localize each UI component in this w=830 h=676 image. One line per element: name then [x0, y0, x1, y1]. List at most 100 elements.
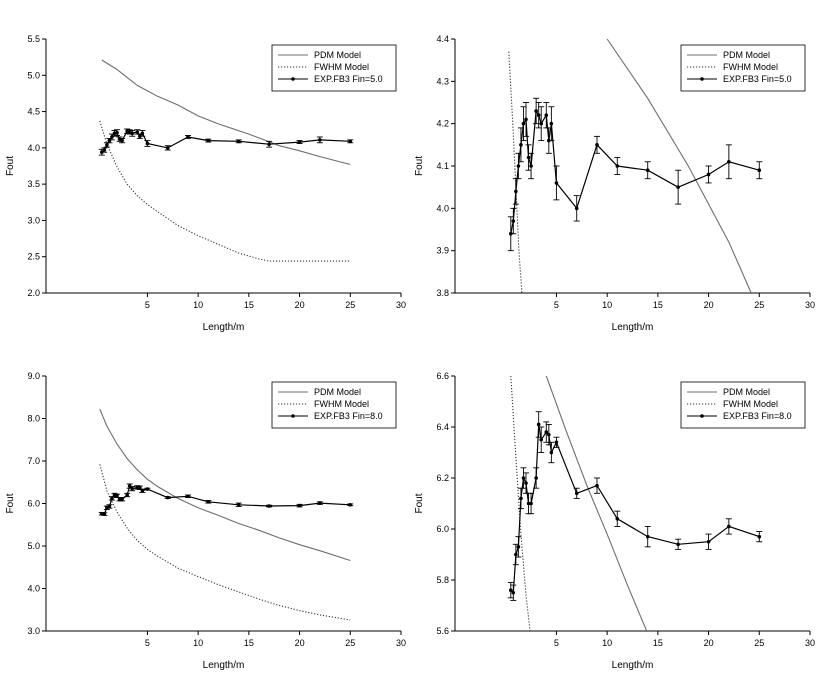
- x-tick-label: 5: [145, 638, 150, 648]
- data-point: [516, 164, 521, 168]
- series-group: [98, 408, 354, 621]
- data-point: [514, 552, 518, 557]
- x-tick-label: 5: [554, 638, 559, 648]
- legend-box: [680, 44, 806, 92]
- y-tick-label: 4.0: [27, 143, 40, 153]
- data-point: [110, 135, 114, 139]
- y-tick-label: 4.0: [27, 584, 40, 594]
- data-point: [615, 164, 620, 168]
- legend-marker: [291, 414, 295, 418]
- data-point: [529, 501, 533, 506]
- data-point: [508, 588, 513, 592]
- legend-label: PDM Model: [314, 387, 361, 397]
- data-point: [757, 168, 762, 173]
- data-point: [267, 142, 271, 147]
- data-point: [102, 512, 107, 516]
- series-line-0: [99, 408, 351, 562]
- y-tick-label: 4.2: [436, 119, 449, 129]
- data-point: [547, 432, 551, 437]
- data-point: [115, 494, 119, 498]
- data-point: [511, 590, 516, 595]
- y-tick-label: 6.6: [436, 371, 449, 381]
- data-point: [554, 440, 559, 445]
- y-axis-label: Fout: [414, 493, 425, 513]
- data-point: [539, 121, 544, 126]
- legend-marker: [291, 77, 295, 81]
- y-tick-label: 5.8: [436, 575, 449, 585]
- x-tick-label: 30: [805, 638, 815, 648]
- data-point: [521, 476, 526, 480]
- data-point: [514, 189, 518, 194]
- series-line-1: [508, 51, 523, 293]
- data-point: [130, 131, 135, 136]
- y-tick-label: 4.0: [436, 203, 449, 213]
- series-line-0: [545, 376, 648, 631]
- y-tick-label: 4.1: [436, 161, 449, 171]
- data-point: [318, 501, 322, 505]
- x-tick-label: 30: [396, 300, 406, 310]
- data-point: [544, 113, 549, 117]
- data-point: [706, 539, 711, 544]
- y-axis-label: Fout: [5, 493, 16, 513]
- chart-panel-bottom-left: 3.0 4.0 5.0 6.0 7.0 8.0 9.0 5 10 15 20 25 30 Length/m…: [5, 371, 406, 671]
- x-axis-label: Length/m: [203, 660, 245, 671]
- legend-label: EXP.FB3 Fin=5.0: [723, 74, 792, 84]
- data-point: [511, 219, 516, 223]
- x-tick-label: 15: [244, 300, 254, 310]
- data-point: [676, 542, 680, 547]
- series-line-1: [99, 120, 351, 262]
- data-point: [595, 483, 599, 488]
- x-tick-label: 30: [805, 300, 815, 310]
- y-axis-label: Fout: [414, 156, 425, 176]
- x-tick-label: 25: [754, 300, 764, 310]
- x-tick-label: 30: [396, 638, 406, 648]
- y-tick-label: 4.4: [436, 34, 449, 44]
- data-point: [125, 493, 129, 497]
- x-tick-label: 25: [345, 300, 355, 310]
- y-tick-label: 9.0: [27, 371, 40, 381]
- data-point: [140, 488, 145, 493]
- data-point: [348, 502, 353, 507]
- data-point: [536, 422, 541, 427]
- data-point: [554, 181, 559, 185]
- series-group: [507, 376, 763, 631]
- data-point: [206, 500, 211, 504]
- legend-label: FWHM Model: [723, 399, 778, 409]
- data-point: [107, 138, 112, 143]
- data-point: [297, 140, 302, 144]
- y-tick-label: 3.5: [27, 179, 40, 189]
- data-point: [645, 168, 650, 173]
- data-point: [549, 121, 554, 126]
- y-tick-label: 4.3: [436, 76, 449, 86]
- data-point: [574, 206, 579, 211]
- data-point: [115, 130, 119, 135]
- y-tick-label: 6.2: [436, 473, 449, 483]
- data-point: [297, 503, 302, 508]
- data-point: [267, 504, 271, 508]
- y-tick-label: 3.0: [27, 626, 40, 636]
- series-line-0: [101, 59, 351, 166]
- x-axis-label: Length/m: [612, 322, 654, 333]
- data-point: [706, 172, 711, 177]
- series-line-1: [510, 376, 531, 631]
- y-tick-label: 2.0: [27, 288, 40, 298]
- legend-marker: [700, 414, 704, 418]
- x-tick-label: 10: [193, 300, 203, 310]
- data-point: [574, 491, 579, 496]
- y-tick-label: 7.0: [27, 456, 40, 466]
- series-line-0: [606, 39, 752, 293]
- legend-label: FWHM Model: [314, 62, 369, 72]
- x-tick-label: 20: [704, 300, 714, 310]
- series-line-2: [510, 424, 760, 595]
- y-axis-label: Fout: [5, 156, 16, 176]
- y-tick-label: 8.0: [27, 414, 40, 424]
- x-axis-label: Length/m: [203, 322, 245, 333]
- y-tick-label: 6.0: [27, 499, 40, 509]
- data-point: [534, 109, 538, 113]
- data-point: [757, 534, 762, 539]
- data-point: [186, 494, 190, 499]
- data-point: [165, 495, 170, 500]
- data-point: [529, 164, 533, 168]
- x-tick-label: 20: [295, 300, 305, 310]
